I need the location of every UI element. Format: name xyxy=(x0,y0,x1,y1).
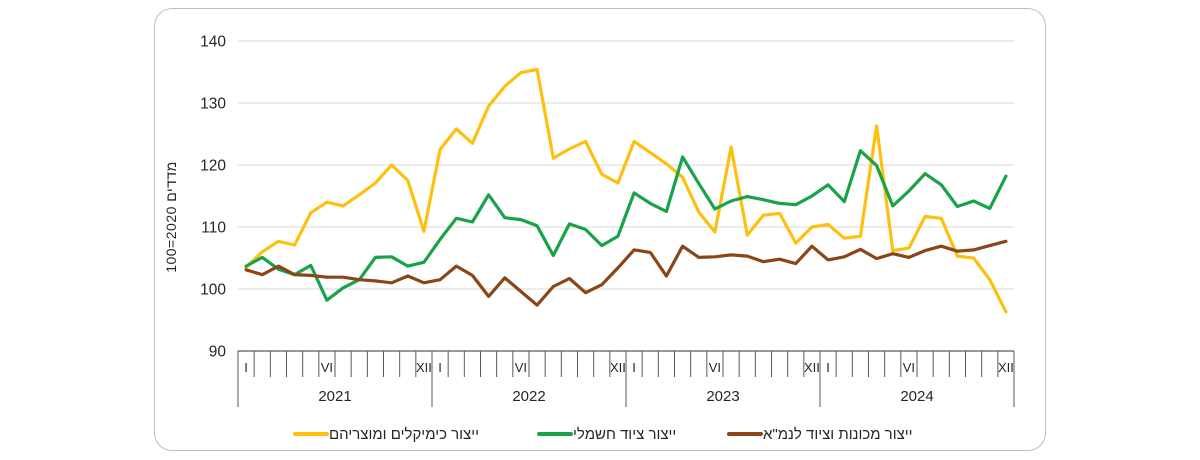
month-tick-label: I xyxy=(438,360,442,375)
month-tick-label: XII xyxy=(610,360,626,375)
legend-item-electrical: ייצור ציוד חשמלי xyxy=(533,424,676,444)
month-tick-label: XII xyxy=(416,360,432,375)
legend-label-chemicals: ייצור כימיקלים ומוצריהם xyxy=(329,425,480,443)
month-tick-label: VI xyxy=(709,360,721,375)
y-tick-label: 140 xyxy=(200,34,226,51)
month-tick-label: VI xyxy=(515,360,527,375)
month-tick-label: I xyxy=(632,360,636,375)
series-line-1 xyxy=(244,149,1008,302)
y-tick-label: 110 xyxy=(201,220,226,237)
year-label: 2024 xyxy=(900,388,933,405)
month-tick-label: VI xyxy=(321,360,333,375)
y-tick-label: 90 xyxy=(209,344,227,361)
y-axis-title: מדדים 2020=100 xyxy=(163,161,179,273)
month-tick-label: VI xyxy=(903,360,915,375)
year-label: 2021 xyxy=(318,388,351,405)
year-label: 2023 xyxy=(706,388,739,405)
legend-label-machinery: ייצור מכונות וציוד לנמ"א xyxy=(763,425,913,443)
legend-label-electrical: ייצור ציוד חשמלי xyxy=(573,425,677,443)
series-line-0 xyxy=(244,67,1008,314)
legend-swatch-machinery-icon xyxy=(727,432,763,436)
y-tick-label: 130 xyxy=(200,96,226,113)
year-label: 2022 xyxy=(512,388,545,405)
month-tick-label: XII xyxy=(804,360,820,375)
month-tick-label: I xyxy=(244,360,248,375)
y-tick-label: 120 xyxy=(200,158,226,175)
legend-item-machinery: ייצור מכונות וציוד לנמ"א xyxy=(723,424,913,444)
legend-item-chemicals: ייצור כימיקלים ומוצריהם xyxy=(289,424,479,444)
month-tick-label: XII xyxy=(998,360,1014,375)
legend-swatch-chemicals-icon xyxy=(293,432,329,436)
series-line-2 xyxy=(244,239,1008,307)
y-tick-label: 100 xyxy=(200,282,226,299)
legend-swatch-electrical-icon xyxy=(537,432,573,436)
month-tick-label: I xyxy=(826,360,830,375)
